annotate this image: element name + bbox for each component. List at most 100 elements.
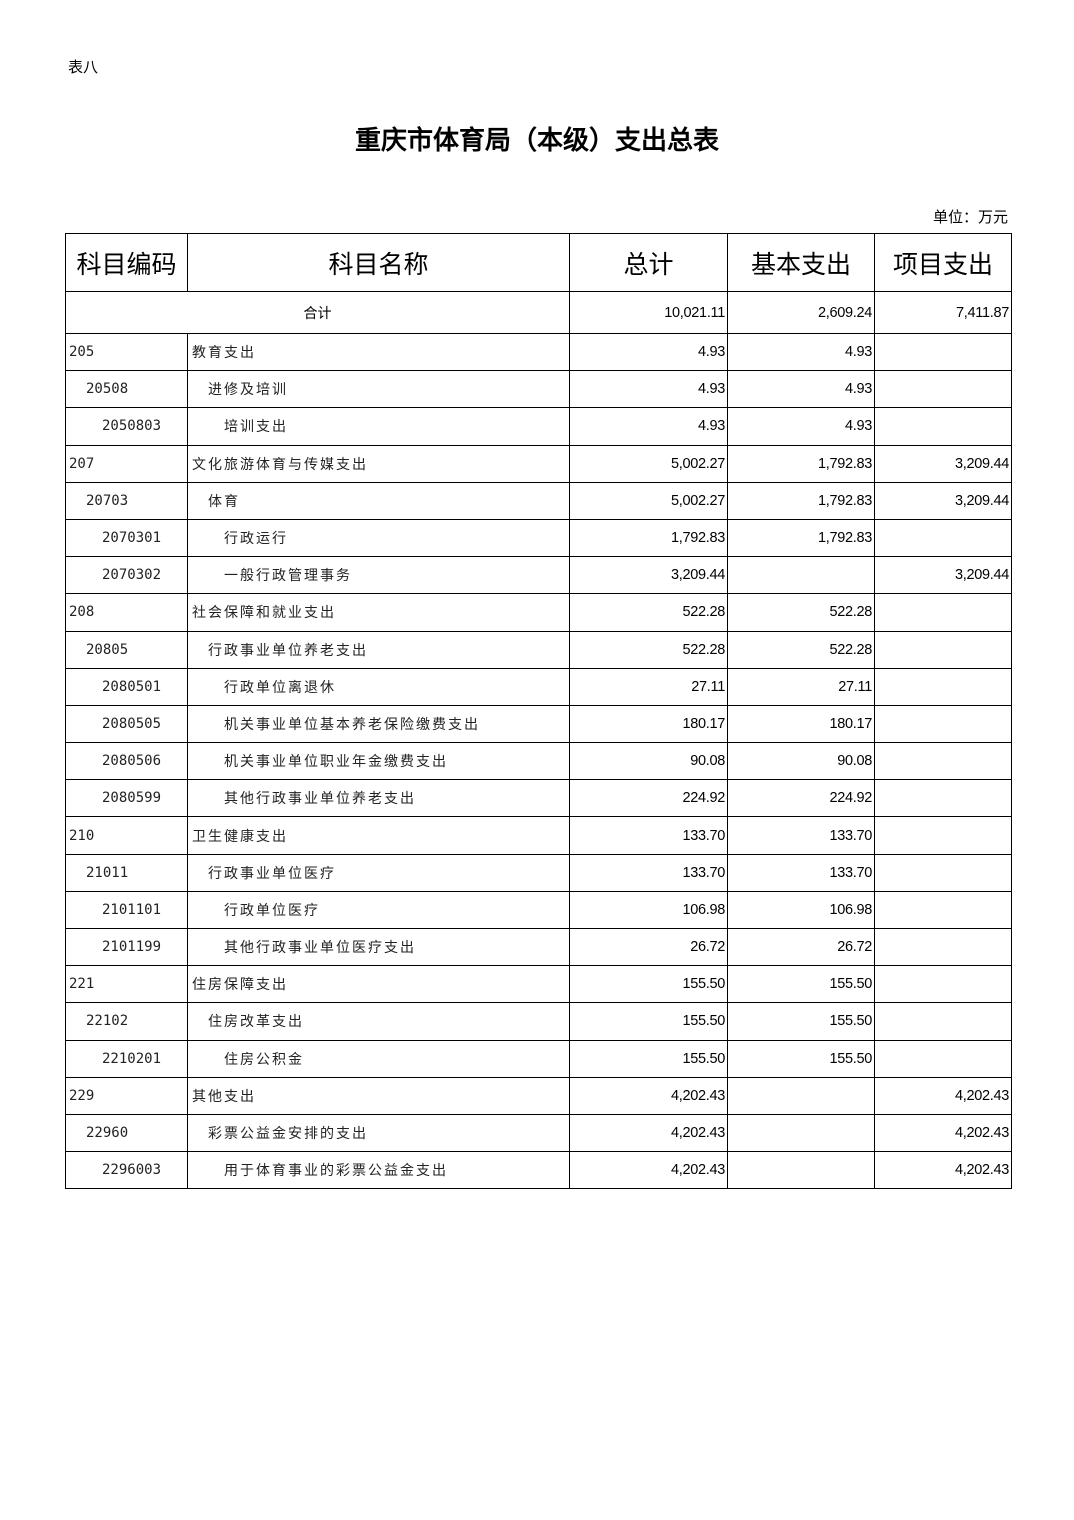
header-basic: 基本支出 [727,233,875,292]
table-row: 2210201 住房公积金 155.50 155.50 [65,1039,1012,1078]
header-project: 项目支出 [874,233,1012,292]
cell-total: 90.08 [569,742,728,781]
cell-basic: 1,792.83 [727,518,875,558]
cell-basic [727,556,875,595]
cell-project [874,667,1012,706]
cell-code: 207 [65,444,188,483]
cell-code: 22960 [65,1113,188,1153]
cell-code: 2080599 [65,779,188,818]
table-row: 2070301 行政运行 1,792.83 1,792.83 [65,518,1012,558]
cell-code: 229 [65,1076,188,1115]
cell-name: 体育 [187,481,570,520]
table-row: 2070302 一般行政管理事务 3,209.44 3,209.44 [65,556,1012,595]
total-total: 10,021.11 [569,291,728,334]
cell-basic: 522.28 [727,630,875,669]
cell-basic: 4.93 [727,332,875,372]
table-row: 20508 进修及培训 4.93 4.93 [65,370,1012,409]
cell-basic: 106.98 [727,890,875,930]
cell-project [874,816,1012,855]
cell-project: 3,209.44 [874,444,1012,483]
cell-code: 208 [65,593,188,632]
cell-code: 2080505 [65,704,188,744]
cell-basic: 27.11 [727,667,875,706]
cell-name: 其他行政事业单位医疗支出 [187,927,570,967]
table-row: 2080599 其他行政事业单位养老支出 224.92 224.92 [65,779,1012,818]
cell-total: 4,202.43 [569,1113,728,1153]
cell-code: 2101199 [65,927,188,967]
table-row: 2101101 行政单位医疗 106.98 106.98 [65,890,1012,930]
cell-total: 133.70 [569,816,728,855]
cell-total: 4,202.43 [569,1151,728,1190]
header-name: 科目名称 [187,233,570,292]
cell-code: 2080506 [65,742,188,781]
cell-name: 住房保障支出 [187,965,570,1004]
total-label: 合计 [65,291,570,334]
cell-code: 20805 [65,630,188,669]
cell-total: 155.50 [569,1002,728,1041]
cell-total: 155.50 [569,965,728,1004]
cell-name: 住房改革支出 [187,1002,570,1041]
cell-total: 106.98 [569,890,728,930]
cell-code: 2070302 [65,556,188,595]
cell-total: 5,002.27 [569,481,728,520]
cell-total: 27.11 [569,667,728,706]
cell-project [874,927,1012,967]
cell-total: 4,202.43 [569,1076,728,1115]
table-row: 2050803 培训支出 4.93 4.93 [65,407,1012,446]
cell-name: 行政事业单位医疗 [187,853,570,892]
cell-total: 133.70 [569,853,728,892]
cell-code: 21011 [65,853,188,892]
total-row: 合计 10,021.11 2,609.24 7,411.87 [65,291,1012,334]
cell-code: 205 [65,332,188,372]
table-row: 221 住房保障支出 155.50 155.50 [65,965,1012,1004]
cell-basic [727,1151,875,1190]
page-title: 重庆市体育局（本级）支出总表 [354,126,719,156]
cell-name: 其他支出 [187,1076,570,1115]
table-row: 205 教育支出 4.93 4.93 [65,332,1012,372]
table-row: 21011 行政事业单位医疗 133.70 133.70 [65,853,1012,892]
table-row: 2080506 机关事业单位职业年金缴费支出 90.08 90.08 [65,742,1012,781]
cell-code: 2080501 [65,667,188,706]
cell-basic: 26.72 [727,927,875,967]
expenditure-table: 科目编码 科目名称 总计 基本支出 项目支出 合计 10,021.11 2,60… [65,233,1012,1190]
cell-total: 155.50 [569,1039,728,1078]
cell-basic: 155.50 [727,1039,875,1078]
cell-name: 行政运行 [187,518,570,558]
cell-name: 卫生健康支出 [187,816,570,855]
cell-code: 2050803 [65,407,188,446]
cell-basic [727,1113,875,1153]
cell-code: 221 [65,965,188,1004]
total-basic: 2,609.24 [727,291,875,334]
cell-code: 20703 [65,481,188,520]
table-row: 20703 体育 5,002.27 1,792.83 3,209.44 [65,481,1012,520]
table-row: 2101199 其他行政事业单位医疗支出 26.72 26.72 [65,927,1012,967]
cell-name: 行政事业单位养老支出 [187,630,570,669]
cell-name: 彩票公益金安排的支出 [187,1113,570,1153]
cell-total: 1,792.83 [569,518,728,558]
table-row: 22960 彩票公益金安排的支出 4,202.43 4,202.43 [65,1113,1012,1153]
cell-code: 2070301 [65,518,188,558]
cell-total: 224.92 [569,779,728,818]
cell-total: 180.17 [569,704,728,744]
cell-basic: 180.17 [727,704,875,744]
cell-basic: 1,792.83 [727,481,875,520]
cell-basic: 155.50 [727,965,875,1004]
cell-project [874,890,1012,930]
cell-basic: 4.93 [727,407,875,446]
cell-total: 4.93 [569,370,728,409]
cell-project [874,593,1012,632]
cell-code: 22102 [65,1002,188,1041]
cell-total: 522.28 [569,593,728,632]
cell-basic: 224.92 [727,779,875,818]
cell-name: 文化旅游体育与传媒支出 [187,444,570,483]
table-row: 229 其他支出 4,202.43 4,202.43 [65,1076,1012,1115]
cell-name: 机关事业单位基本养老保险缴费支出 [187,704,570,744]
cell-total: 522.28 [569,630,728,669]
cell-project [874,779,1012,818]
cell-project [874,1039,1012,1078]
cell-basic: 133.70 [727,816,875,855]
cell-basic: 4.93 [727,370,875,409]
cell-project: 3,209.44 [874,481,1012,520]
cell-project [874,407,1012,446]
cell-project [874,742,1012,781]
